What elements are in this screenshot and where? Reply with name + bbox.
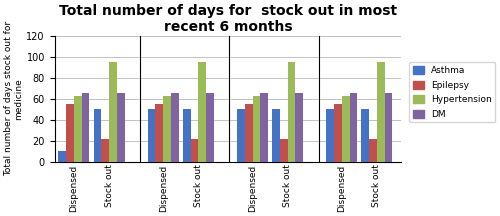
Bar <box>74 95 82 162</box>
Title: Total number of days for  stock out in most
recent 6 months: Total number of days for stock out in mo… <box>59 4 397 34</box>
Bar <box>350 93 358 162</box>
Bar <box>82 93 90 162</box>
Bar <box>190 139 198 162</box>
Bar <box>171 93 178 162</box>
Bar <box>237 109 245 162</box>
Bar <box>94 109 102 162</box>
Bar <box>280 139 287 162</box>
Bar <box>272 109 280 162</box>
Bar <box>260 93 268 162</box>
Bar <box>342 95 349 162</box>
Bar <box>102 139 109 162</box>
Bar <box>334 104 342 162</box>
Bar <box>245 104 252 162</box>
Bar <box>183 109 190 162</box>
Bar <box>362 109 369 162</box>
Bar <box>156 104 163 162</box>
Bar <box>198 62 206 162</box>
Bar <box>117 93 124 162</box>
Bar <box>58 151 66 162</box>
Bar <box>109 62 117 162</box>
Bar <box>326 109 334 162</box>
Bar <box>252 95 260 162</box>
Bar <box>163 95 171 162</box>
Bar <box>66 104 74 162</box>
Bar <box>288 62 296 162</box>
Bar <box>206 93 214 162</box>
Legend: Asthma, Epilepsy, Hypertension, DM: Asthma, Epilepsy, Hypertension, DM <box>410 62 496 122</box>
Bar <box>148 109 156 162</box>
Bar <box>369 139 377 162</box>
Bar <box>296 93 303 162</box>
Y-axis label: Total number of days stock out for
medicine: Total number of days stock out for medic… <box>4 21 24 176</box>
Bar <box>384 93 392 162</box>
Bar <box>377 62 384 162</box>
